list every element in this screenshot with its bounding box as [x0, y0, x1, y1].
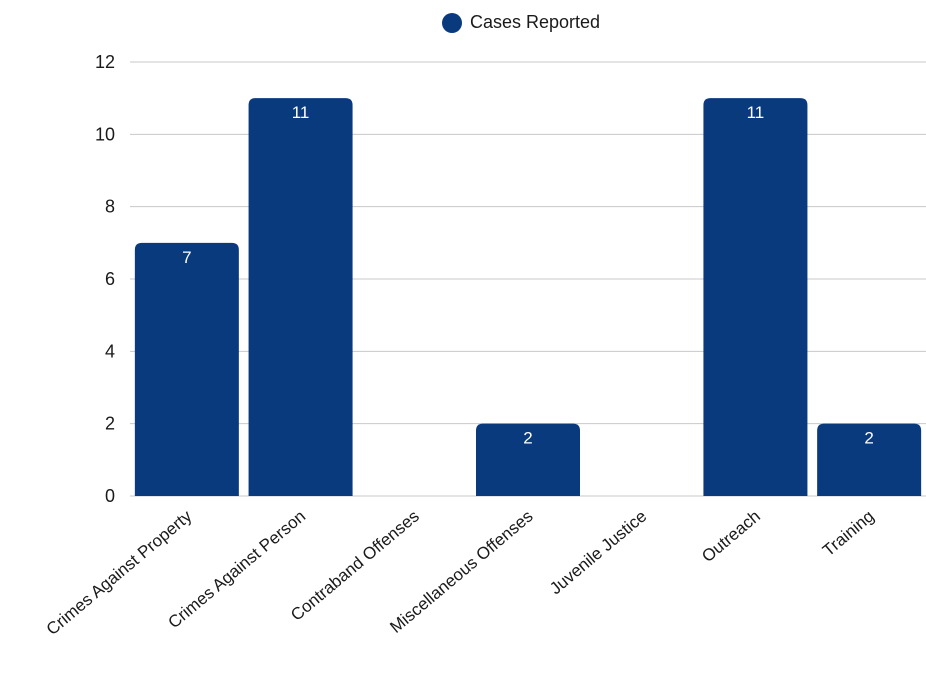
- y-tick-label: 2: [105, 414, 115, 434]
- bar: [703, 98, 808, 497]
- x-tick-label: Juvenile Justice: [546, 507, 650, 599]
- bar: [134, 242, 239, 496]
- data-label: 11: [747, 103, 765, 122]
- y-tick-label: 12: [95, 52, 115, 72]
- data-label: 11: [292, 103, 310, 122]
- y-tick-label: 6: [105, 269, 115, 289]
- legend: Cases Reported: [442, 12, 600, 33]
- legend-swatch: [442, 12, 462, 33]
- x-tick-label: Outreach: [698, 507, 764, 567]
- data-label: 2: [523, 429, 532, 448]
- x-tick-label: Training: [819, 507, 878, 561]
- y-tick-label: 4: [105, 341, 115, 361]
- bar: [476, 423, 580, 496]
- legend-label: Cases Reported: [470, 12, 601, 32]
- x-tick-label: Contraband Offenses: [287, 507, 423, 625]
- y-tick-label: 0: [105, 486, 115, 506]
- bar: [817, 423, 922, 496]
- y-tick-label: 8: [105, 197, 115, 217]
- bar: [248, 98, 353, 497]
- data-label: 7: [182, 248, 191, 267]
- y-tick-label: 10: [95, 124, 115, 144]
- data-label: 2: [864, 429, 873, 448]
